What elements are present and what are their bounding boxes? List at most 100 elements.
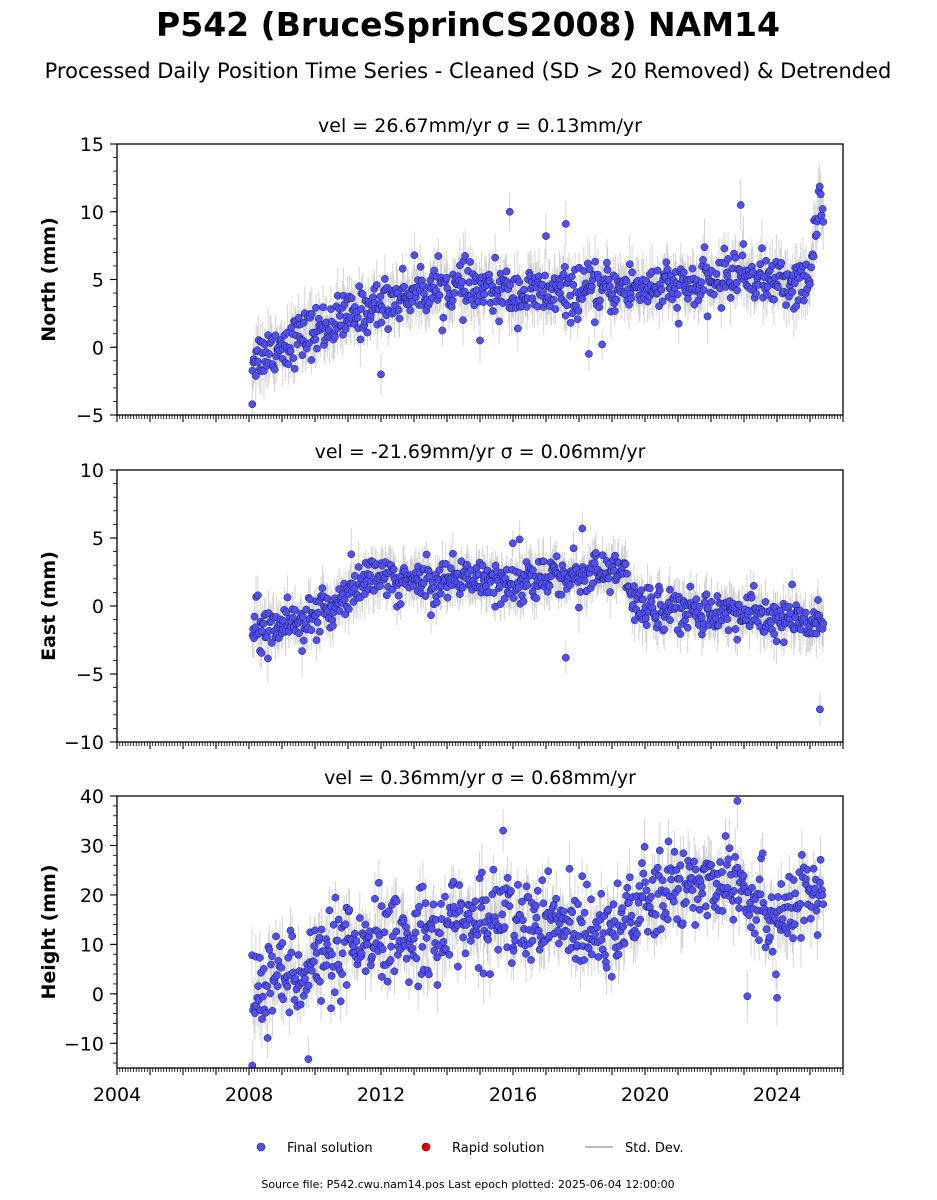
final-solution-point (646, 584, 654, 593)
final-solution-point (625, 873, 634, 882)
final-solution-point (514, 583, 523, 592)
final-solution-point (478, 561, 487, 570)
final-solution-point (735, 904, 743, 912)
final-solution-point (372, 281, 381, 289)
final-solution-point (308, 966, 316, 975)
final-solution-point (341, 325, 350, 333)
y-tick-label: −10 (64, 732, 104, 754)
final-solution-point (356, 335, 365, 344)
final-solution-point (278, 939, 287, 947)
final-solution-point (639, 869, 648, 878)
final-solution-point (607, 972, 616, 981)
final-solution-point (723, 272, 732, 281)
final-solution-point (619, 922, 628, 931)
final-solution-point (313, 344, 321, 353)
final-solution-point (498, 910, 507, 919)
final-solution-point (712, 270, 721, 278)
final-solution-point (509, 594, 518, 602)
final-solution-point (726, 293, 735, 302)
figure-title: P542 (BruceSprinCS2008) NAM14 (156, 5, 780, 44)
final-solution-point (528, 936, 537, 945)
final-solution-point (630, 616, 639, 625)
final-solution-point (314, 608, 323, 617)
final-solution-point (341, 920, 350, 929)
final-solution-point (783, 929, 792, 938)
final-solution-point (301, 975, 309, 983)
final-solution-point (390, 967, 399, 976)
final-solution-point (267, 960, 275, 969)
final-solution-point (658, 297, 667, 306)
y-tick-label: 0 (92, 337, 104, 359)
final-solution-point (731, 625, 740, 633)
final-solution-point (434, 252, 443, 260)
final-solution-point (675, 874, 684, 883)
final-solution-point (345, 906, 354, 914)
final-solution-point (378, 945, 387, 953)
final-solution-point (544, 867, 553, 876)
final-solution-point (406, 306, 415, 315)
final-solution-point (286, 347, 295, 355)
final-solution-point (441, 945, 450, 953)
final-solution-point (761, 598, 770, 606)
final-solution-point (354, 563, 363, 571)
final-solution-point (762, 256, 770, 265)
final-solution-point (762, 925, 771, 934)
final-solution-point (812, 906, 821, 915)
final-solution-point (743, 992, 752, 1001)
final-solution-point (767, 893, 776, 902)
final-solution-point (259, 619, 268, 628)
y-tick-label: 10 (80, 202, 104, 224)
final-solution-point (606, 588, 615, 596)
final-solution-point (257, 649, 266, 657)
final-solution-point (663, 265, 672, 274)
final-solution-point (653, 266, 662, 275)
final-solution-point (739, 871, 748, 880)
final-solution-point (430, 946, 439, 955)
final-solution-point (270, 365, 279, 374)
final-solution-point (811, 884, 819, 893)
final-solution-point (750, 929, 759, 938)
final-solution-point (809, 252, 818, 261)
final-solution-point (684, 294, 692, 303)
final-solution-point (763, 290, 771, 299)
final-solution-point (652, 910, 660, 919)
final-solution-point (285, 1008, 294, 1017)
final-solution-point (682, 898, 690, 906)
final-solution-point (654, 620, 662, 628)
final-solution-point (399, 916, 408, 925)
final-solution-point (507, 887, 515, 895)
final-solution-points (248, 524, 828, 714)
final-solution-point (539, 288, 547, 297)
final-solution-point (251, 372, 260, 380)
final-solution-point (797, 934, 805, 942)
final-solution-point (327, 1004, 335, 1013)
final-solution-point (803, 865, 811, 874)
final-solution-point (542, 232, 550, 240)
final-solution-point (652, 613, 660, 621)
final-solution-point (809, 864, 818, 873)
final-solution-point (733, 797, 742, 805)
final-solution-point (433, 953, 441, 962)
final-solution-point (377, 902, 386, 910)
final-solution-point (703, 604, 712, 612)
y-tick-label: −5 (76, 405, 104, 427)
final-solution-point (770, 630, 778, 638)
final-solution-point (529, 566, 537, 575)
final-solution-point (633, 930, 641, 938)
final-solution-point (585, 350, 593, 358)
final-solution-point (422, 934, 431, 942)
final-solution-point (634, 898, 643, 907)
final-solution-point (621, 560, 630, 569)
final-solution-point (491, 253, 499, 262)
final-solution-point (489, 307, 497, 315)
final-solution-point (812, 230, 821, 239)
final-solution-point (798, 851, 806, 859)
final-solution-point (552, 894, 561, 903)
final-solution-point (690, 857, 698, 866)
final-solution-point (670, 847, 679, 856)
final-solution-point (799, 296, 808, 305)
final-solution-point (503, 873, 512, 882)
final-solution-point (377, 318, 386, 327)
final-solution-point (673, 290, 682, 299)
final-solution-point (377, 972, 386, 981)
